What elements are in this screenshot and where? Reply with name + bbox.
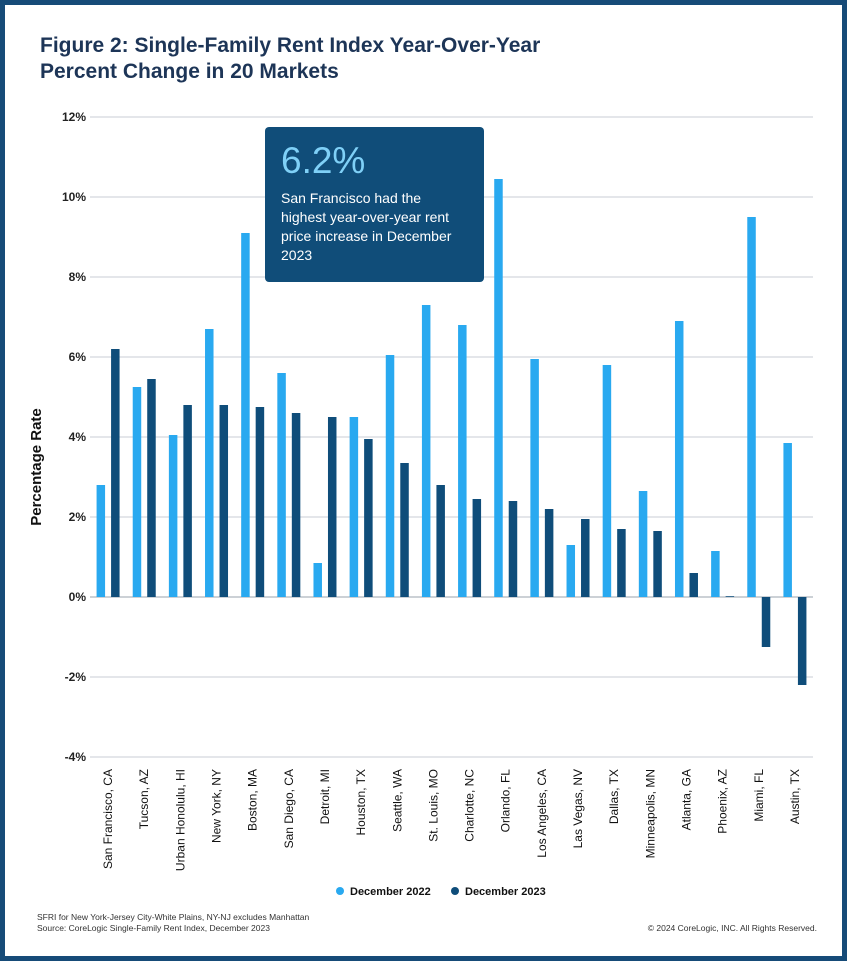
x-tick-label: Las Vegas, NV: [571, 769, 585, 848]
bar-dec-2023: [617, 529, 626, 597]
x-tick-label: Austin, TX: [788, 769, 802, 824]
y-tick-label: 6%: [69, 350, 87, 364]
bar-dec-2023: [291, 413, 301, 597]
bar-dec-2022: [638, 491, 648, 597]
bar-dec-2022: [349, 417, 359, 597]
y-tick-label: -2%: [65, 670, 87, 684]
bar-dec-2022: [602, 365, 612, 597]
bar-dec-2023: [255, 407, 265, 597]
bar-dec-2023: [761, 597, 771, 647]
x-tick-label: San Diego, CA: [282, 769, 296, 848]
bar-dec-2023: [689, 573, 698, 597]
x-tick-label: Minneapolis, MN: [643, 769, 657, 858]
y-axis-label: Percentage Rate: [28, 408, 45, 526]
bar-dec-2022: [241, 233, 250, 597]
footnote-source: Source: CoreLogic Single-Family Rent Ind…: [37, 923, 270, 933]
bar-dec-2023: [400, 463, 409, 597]
bar-dec-2022: [747, 217, 756, 597]
x-tick-label: Phoenix, AZ: [716, 769, 730, 834]
bar-dec-2023: [472, 499, 482, 597]
x-tick-label: Urban Honolulu, HI: [173, 769, 187, 871]
x-tick-label: New York, NY: [210, 769, 224, 843]
bar-dec-2022: [385, 355, 395, 597]
bar-dec-2022: [313, 563, 322, 597]
bar-dec-2023: [581, 519, 590, 597]
bar-dec-2023: [436, 485, 445, 597]
bar-dec-2022: [168, 435, 178, 597]
legend-marker: [451, 887, 459, 895]
x-tick-label: Atlanta, GA: [679, 769, 693, 830]
bar-dec-2023: [183, 405, 192, 597]
callout-value: 6.2%: [281, 140, 366, 181]
x-tick-label: Detroit, MI: [318, 769, 332, 824]
y-tick-label: 4%: [69, 430, 87, 444]
bar-dec-2023: [544, 509, 554, 597]
bar-dec-2023: [147, 379, 156, 597]
x-tick-label: San Francisco, CA: [101, 769, 115, 869]
x-tick-label: Boston, MA: [246, 769, 260, 831]
chart-title-line-2: Percent Change in 20 Markets: [40, 60, 339, 83]
x-tick-label: Tucson, AZ: [137, 769, 151, 829]
bar-dec-2023: [364, 439, 373, 597]
y-tick-label: 0%: [69, 590, 87, 604]
bar-dec-2022: [530, 359, 539, 597]
footnote-line-1: SFRI for New York-Jersey City-White Plai…: [37, 912, 310, 922]
bar-dec-2022: [277, 373, 286, 597]
x-tick-label: Dallas, TX: [607, 769, 621, 824]
y-tick-label: -4%: [65, 750, 87, 764]
bar-dec-2023: [219, 405, 229, 597]
x-tick-label: Orlando, FL: [499, 769, 513, 833]
bar-dec-2022: [566, 545, 576, 597]
bar-dec-2023: [725, 596, 735, 597]
callout-text: San Francisco had the highest year-over-…: [281, 190, 452, 263]
bar-dec-2022: [421, 305, 431, 597]
highlight-callout: 6.2% San Francisco had the highest year-…: [265, 127, 484, 282]
legend-marker: [336, 887, 344, 895]
x-tick-label: Charlotte, NC: [463, 769, 477, 842]
x-tick-label: Los Angeles, CA: [535, 769, 549, 858]
y-tick-label: 10%: [62, 190, 86, 204]
copyright: © 2024 CoreLogic, INC. All Rights Reserv…: [647, 923, 817, 933]
bar-dec-2023: [327, 417, 337, 597]
y-tick-label: 12%: [62, 110, 86, 124]
bar-dec-2022: [494, 179, 503, 597]
bar-dec-2022: [96, 485, 106, 597]
bar-dec-2023: [653, 531, 662, 597]
bar-dec-2022: [674, 321, 684, 597]
bar-dec-2022: [711, 551, 720, 597]
chart-title-line-1: Figure 2: Single-Family Rent Index Year-…: [40, 34, 541, 57]
bar-dec-2022: [783, 443, 792, 597]
footnote: SFRI for New York-Jersey City-White Plai…: [37, 912, 309, 934]
bar-dec-2022: [132, 387, 142, 597]
bar-dec-2022: [458, 325, 467, 597]
x-tick-label: Houston, TX: [354, 769, 368, 835]
legend-label: December 2023: [465, 886, 546, 898]
y-tick-label: 2%: [69, 510, 87, 524]
bar-dec-2023: [508, 501, 518, 597]
legend-label: December 2022: [350, 886, 431, 898]
x-tick-label: St. Louis, MO: [426, 769, 440, 842]
y-tick-label: 8%: [69, 270, 87, 284]
chart-title: Figure 2: Single-Family Rent Index Year-…: [40, 33, 660, 85]
bar-dec-2023: [111, 349, 120, 597]
bar-dec-2023: [797, 597, 807, 685]
x-tick-label: Seattle, WA: [390, 769, 404, 832]
bar-dec-2022: [205, 329, 214, 597]
x-tick-label: Miami, FL: [752, 769, 766, 822]
